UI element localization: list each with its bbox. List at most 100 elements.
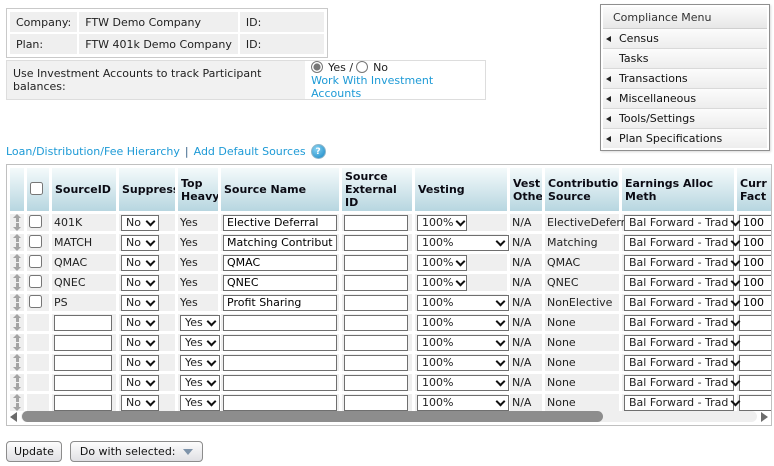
suppress-select[interactable]: No (121, 394, 159, 411)
external-id-input[interactable] (344, 234, 408, 251)
top-heavy-select[interactable]: Yes (180, 394, 220, 411)
drag-handle-icon[interactable] (12, 274, 22, 291)
scroll-left-icon[interactable] (10, 411, 17, 422)
drag-handle-icon[interactable] (12, 214, 22, 231)
row-checkbox[interactable] (29, 254, 42, 268)
menu-item-tools-settings[interactable]: Tools/Settings (603, 109, 767, 129)
suppress-select[interactable]: No (121, 294, 159, 311)
external-id-input[interactable] (344, 314, 408, 331)
drag-handle-icon[interactable] (12, 234, 22, 251)
suppress-select[interactable]: No (121, 234, 159, 251)
external-id-input[interactable] (344, 394, 408, 411)
curr-fact-input[interactable] (739, 274, 771, 291)
suppress-select[interactable]: No (121, 254, 159, 271)
curr-fact-input[interactable] (739, 294, 771, 311)
source-name-input[interactable] (223, 314, 337, 331)
drag-handle-icon[interactable] (12, 314, 22, 331)
source-name-input[interactable] (223, 394, 337, 411)
source-name-input[interactable] (223, 214, 337, 231)
earnings-alloc-select[interactable]: Bal Forward - Trad (624, 274, 741, 291)
row-checkbox[interactable] (29, 214, 42, 228)
source-name-input[interactable] (223, 374, 337, 391)
source-name-input[interactable] (223, 294, 337, 311)
earnings-alloc-select[interactable]: Bal Forward - Trad (624, 374, 741, 391)
suppress-select[interactable]: No (121, 374, 159, 391)
row-checkbox[interactable] (29, 274, 42, 288)
earnings-alloc-select[interactable]: Bal Forward - Trad (624, 214, 741, 231)
earnings-alloc-select[interactable]: Bal Forward - Trad (624, 234, 741, 251)
drag-handle-icon[interactable] (12, 334, 22, 351)
curr-fact-input[interactable] (739, 314, 771, 331)
earnings-alloc-select[interactable]: Bal Forward - Trad (624, 314, 741, 331)
scrollbar-track[interactable] (21, 411, 757, 422)
update-button[interactable]: Update (6, 441, 62, 462)
curr-fact-input[interactable] (739, 334, 771, 351)
curr-fact-input[interactable] (739, 374, 771, 391)
external-id-input[interactable] (344, 254, 408, 271)
vesting-select[interactable]: 100% (417, 274, 467, 291)
vesting-select[interactable]: 100% (417, 254, 467, 271)
loan-distribution-fee-hierarchy-link[interactable]: Loan/Distribution/Fee Hierarchy (6, 145, 180, 158)
curr-fact-input[interactable] (739, 214, 771, 231)
row-checkbox[interactable] (29, 234, 42, 248)
yes-radio[interactable] (311, 61, 324, 73)
menu-item-census[interactable]: Census (603, 29, 767, 49)
source-name-input[interactable] (223, 334, 337, 351)
scrollbar-thumb[interactable] (22, 411, 604, 422)
drag-handle-icon[interactable] (12, 254, 22, 271)
vesting-select[interactable]: 100% (417, 394, 509, 411)
do-with-selected-button[interactable]: Do with selected: (69, 441, 203, 462)
help-icon[interactable]: ? (310, 144, 326, 159)
top-heavy-select[interactable]: Yes (180, 374, 220, 391)
suppress-select[interactable]: No (121, 274, 159, 291)
suppress-select[interactable]: No (121, 334, 159, 351)
source-id-input[interactable] (54, 334, 112, 351)
curr-fact-input[interactable] (739, 234, 771, 251)
vesting-select[interactable]: 100% (417, 314, 509, 331)
menu-item-tasks[interactable]: Tasks (603, 49, 767, 69)
vesting-select[interactable]: 100% (417, 334, 509, 351)
source-id-input[interactable] (54, 394, 112, 411)
external-id-input[interactable] (344, 214, 408, 231)
vesting-select[interactable]: 100% (417, 374, 509, 391)
row-checkbox[interactable] (29, 294, 42, 308)
earnings-alloc-select[interactable]: Bal Forward - Trad (624, 254, 741, 271)
work-with-investment-accounts-link[interactable]: Work With Investment Accounts (311, 73, 434, 100)
menu-item-plan-specifications[interactable]: Plan Specifications (603, 129, 767, 148)
external-id-input[interactable] (344, 374, 408, 391)
earnings-alloc-select[interactable]: Bal Forward - Trad (624, 294, 741, 311)
source-id-input[interactable] (54, 354, 112, 371)
no-radio[interactable] (356, 61, 369, 73)
external-id-input[interactable] (344, 294, 408, 311)
menu-item-transactions[interactable]: Transactions (603, 69, 767, 89)
vesting-select[interactable]: 100% (417, 214, 467, 231)
drag-handle-icon[interactable] (12, 394, 22, 411)
source-name-input[interactable] (223, 234, 337, 251)
curr-fact-input[interactable] (739, 394, 771, 411)
source-id-input[interactable] (54, 314, 112, 331)
external-id-input[interactable] (344, 334, 408, 351)
top-heavy-select[interactable]: Yes (180, 354, 220, 371)
suppress-select[interactable]: No (121, 214, 159, 231)
source-name-input[interactable] (223, 274, 337, 291)
external-id-input[interactable] (344, 274, 408, 291)
earnings-alloc-select[interactable]: Bal Forward - Trad (624, 394, 741, 411)
earnings-alloc-select[interactable]: Bal Forward - Trad (624, 334, 741, 351)
suppress-select[interactable]: No (121, 354, 159, 371)
source-name-input[interactable] (223, 254, 337, 271)
source-id-input[interactable] (54, 374, 112, 391)
select-all-checkbox[interactable] (30, 181, 43, 195)
drag-handle-icon[interactable] (12, 354, 22, 371)
drag-handle-icon[interactable] (12, 374, 22, 391)
curr-fact-input[interactable] (739, 354, 771, 371)
horizontal-scrollbar[interactable] (10, 410, 768, 423)
drag-handle-icon[interactable] (12, 294, 22, 311)
add-default-sources-link[interactable]: Add Default Sources (193, 145, 306, 158)
vesting-select[interactable]: 100% (417, 294, 509, 311)
scroll-right-icon[interactable] (761, 411, 768, 422)
top-heavy-select[interactable]: Yes (180, 334, 220, 351)
external-id-input[interactable] (344, 354, 408, 371)
vesting-select[interactable]: 100% (417, 234, 509, 251)
curr-fact-input[interactable] (739, 254, 771, 271)
suppress-select[interactable]: No (121, 314, 159, 331)
